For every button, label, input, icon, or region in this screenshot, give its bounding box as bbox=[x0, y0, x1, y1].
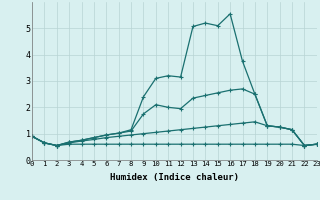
X-axis label: Humidex (Indice chaleur): Humidex (Indice chaleur) bbox=[110, 173, 239, 182]
